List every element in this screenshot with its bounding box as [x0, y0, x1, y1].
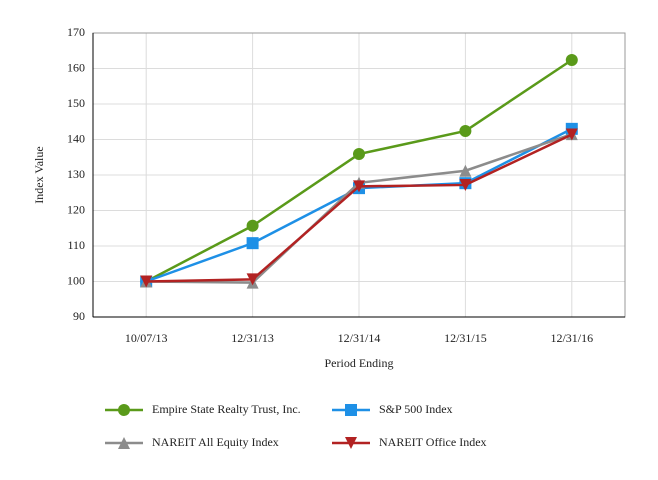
x-axis-title: Period Ending [325, 356, 394, 370]
marker [459, 164, 472, 177]
y-tick-label: 100 [67, 273, 85, 287]
y-tick-label: 110 [67, 238, 85, 252]
marker [459, 178, 472, 191]
y-tick-label: 120 [67, 202, 85, 216]
x-tick-label: 12/31/15 [444, 331, 487, 345]
y-axis-title: Index Value [32, 146, 46, 203]
x-tick-label: 12/31/16 [550, 331, 593, 345]
legend-label: Empire State Realty Trust, Inc. [152, 402, 301, 416]
legend-label: NAREIT Office Index [379, 435, 487, 449]
legend-label: NAREIT All Equity Index [152, 435, 279, 449]
marker [565, 128, 578, 141]
marker [459, 124, 472, 137]
marker [565, 53, 578, 66]
marker [140, 275, 153, 288]
y-tick-label: 130 [67, 167, 85, 181]
marker [118, 404, 130, 416]
y-tick-label: 150 [67, 96, 85, 110]
y-tick-label: 140 [67, 131, 85, 145]
legend-label: S&P 500 Index [379, 402, 453, 416]
marker [353, 180, 365, 193]
marker [345, 437, 357, 449]
marker [246, 219, 259, 232]
marker [246, 237, 259, 250]
y-tick-label: 90 [73, 309, 85, 323]
y-tick-label: 170 [67, 25, 85, 39]
marker [246, 273, 259, 286]
marker [118, 437, 130, 449]
x-tick-label: 12/31/13 [231, 331, 274, 345]
marker [345, 404, 357, 416]
x-tick-label: 12/31/14 [338, 331, 381, 345]
marker [353, 148, 365, 161]
x-tick-label: 10/07/13 [125, 331, 168, 345]
y-tick-label: 160 [67, 60, 85, 74]
